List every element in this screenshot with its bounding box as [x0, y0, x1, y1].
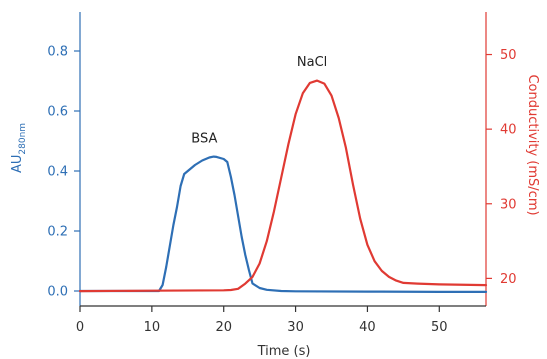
x-tick-label: 30 — [287, 320, 304, 335]
left-tick-label: 0.4 — [47, 165, 68, 180]
right-tick-label: 30 — [500, 197, 517, 212]
right-tick-label: 50 — [500, 48, 517, 63]
x-tick-label: 40 — [359, 320, 376, 335]
x-axis-ticks: 0 10 20 30 40 50 — [76, 306, 448, 335]
right-tick-label: 20 — [500, 272, 517, 287]
right-axis-label: Conductivity (mS/cm) — [525, 74, 540, 215]
left-axis-label: AU280nm — [10, 123, 28, 173]
x-axis-label: Time (s) — [257, 344, 311, 359]
series-lines — [78, 79, 488, 293]
x-tick-label: 0 — [76, 320, 84, 335]
annotation-bsa: BSA — [191, 132, 217, 147]
left-axis-ticks: 0.0 0.2 0.4 0.6 0.8 — [47, 45, 80, 300]
left-tick-label: 0.6 — [47, 105, 68, 120]
x-tick-label: 20 — [215, 320, 232, 335]
left-tick-label: 0.2 — [47, 225, 68, 240]
absorbance-series-line — [78, 155, 488, 293]
left-axis-label-main: AU — [10, 155, 25, 173]
right-axis-ticks: 20 30 40 50 — [486, 48, 517, 287]
right-tick-label: 40 — [500, 123, 517, 138]
left-tick-label: 0.0 — [47, 285, 68, 300]
left-axis-label-sub: 280nm — [18, 123, 28, 155]
conductivity-series-line — [78, 79, 488, 293]
left-tick-label: 0.8 — [47, 45, 68, 60]
axes — [79, 12, 487, 307]
annotation-nacl: NaCl — [297, 55, 327, 70]
x-tick-label: 50 — [431, 320, 448, 335]
x-tick-label: 10 — [144, 320, 161, 335]
